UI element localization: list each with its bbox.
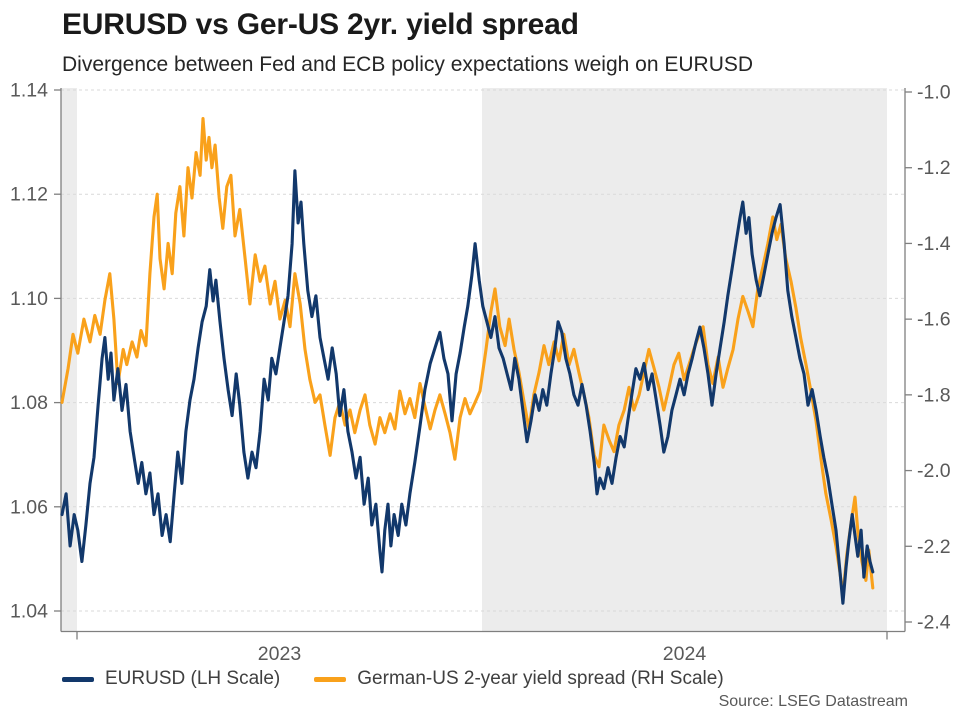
legend-label-spread: German-US 2-year yield spread (RH Scale) bbox=[357, 668, 724, 689]
left-axis-tick-label: 1.12 bbox=[10, 184, 48, 206]
german_us_2y_spread-line bbox=[60, 116, 875, 598]
legend-item-spread: German-US 2-year yield spread (RH Scale) bbox=[314, 668, 724, 690]
eurusd-line-swatch-icon bbox=[62, 676, 94, 682]
x-axis-year-label: 2023 bbox=[258, 643, 301, 665]
left-axis-tick-label: 1.04 bbox=[10, 601, 48, 623]
source-attribution: Source: LSEG Datastream bbox=[718, 693, 908, 710]
chart-subtitle: Divergence between Fed and ECB policy ex… bbox=[62, 53, 754, 76]
eurusd-line bbox=[60, 169, 875, 605]
legend-item-eurusd: EURUSD (LH Scale) bbox=[62, 668, 280, 690]
chart-legend: EURUSD (LH Scale) German-US 2-year yield… bbox=[62, 668, 724, 690]
spread-line-swatch-icon bbox=[314, 676, 347, 682]
left-axis-tick-label: 1.14 bbox=[10, 80, 48, 102]
right-axis-tick-label: -1.0 bbox=[917, 82, 951, 104]
legend-label-eurusd: EURUSD (LH Scale) bbox=[105, 668, 281, 689]
right-axis-tick-label: -2.4 bbox=[917, 612, 951, 634]
x-axis-year-label: 2024 bbox=[663, 643, 707, 665]
right-axis-tick-label: -2.0 bbox=[917, 460, 951, 482]
right-axis-tick-label: -1.2 bbox=[917, 157, 951, 179]
right-axis-tick-label: -1.8 bbox=[917, 384, 951, 406]
page-title: EURUSD vs Ger-US 2yr. yield spread bbox=[62, 8, 579, 41]
right-axis-tick-label: -2.2 bbox=[917, 536, 951, 558]
left-axis-tick-label: 1.06 bbox=[10, 496, 48, 518]
right-axis-tick-label: -1.4 bbox=[917, 233, 951, 255]
right-axis-tick-label: -1.6 bbox=[917, 309, 951, 331]
left-axis-tick-label: 1.10 bbox=[10, 288, 48, 310]
left-axis-tick-label: 1.08 bbox=[10, 392, 48, 414]
